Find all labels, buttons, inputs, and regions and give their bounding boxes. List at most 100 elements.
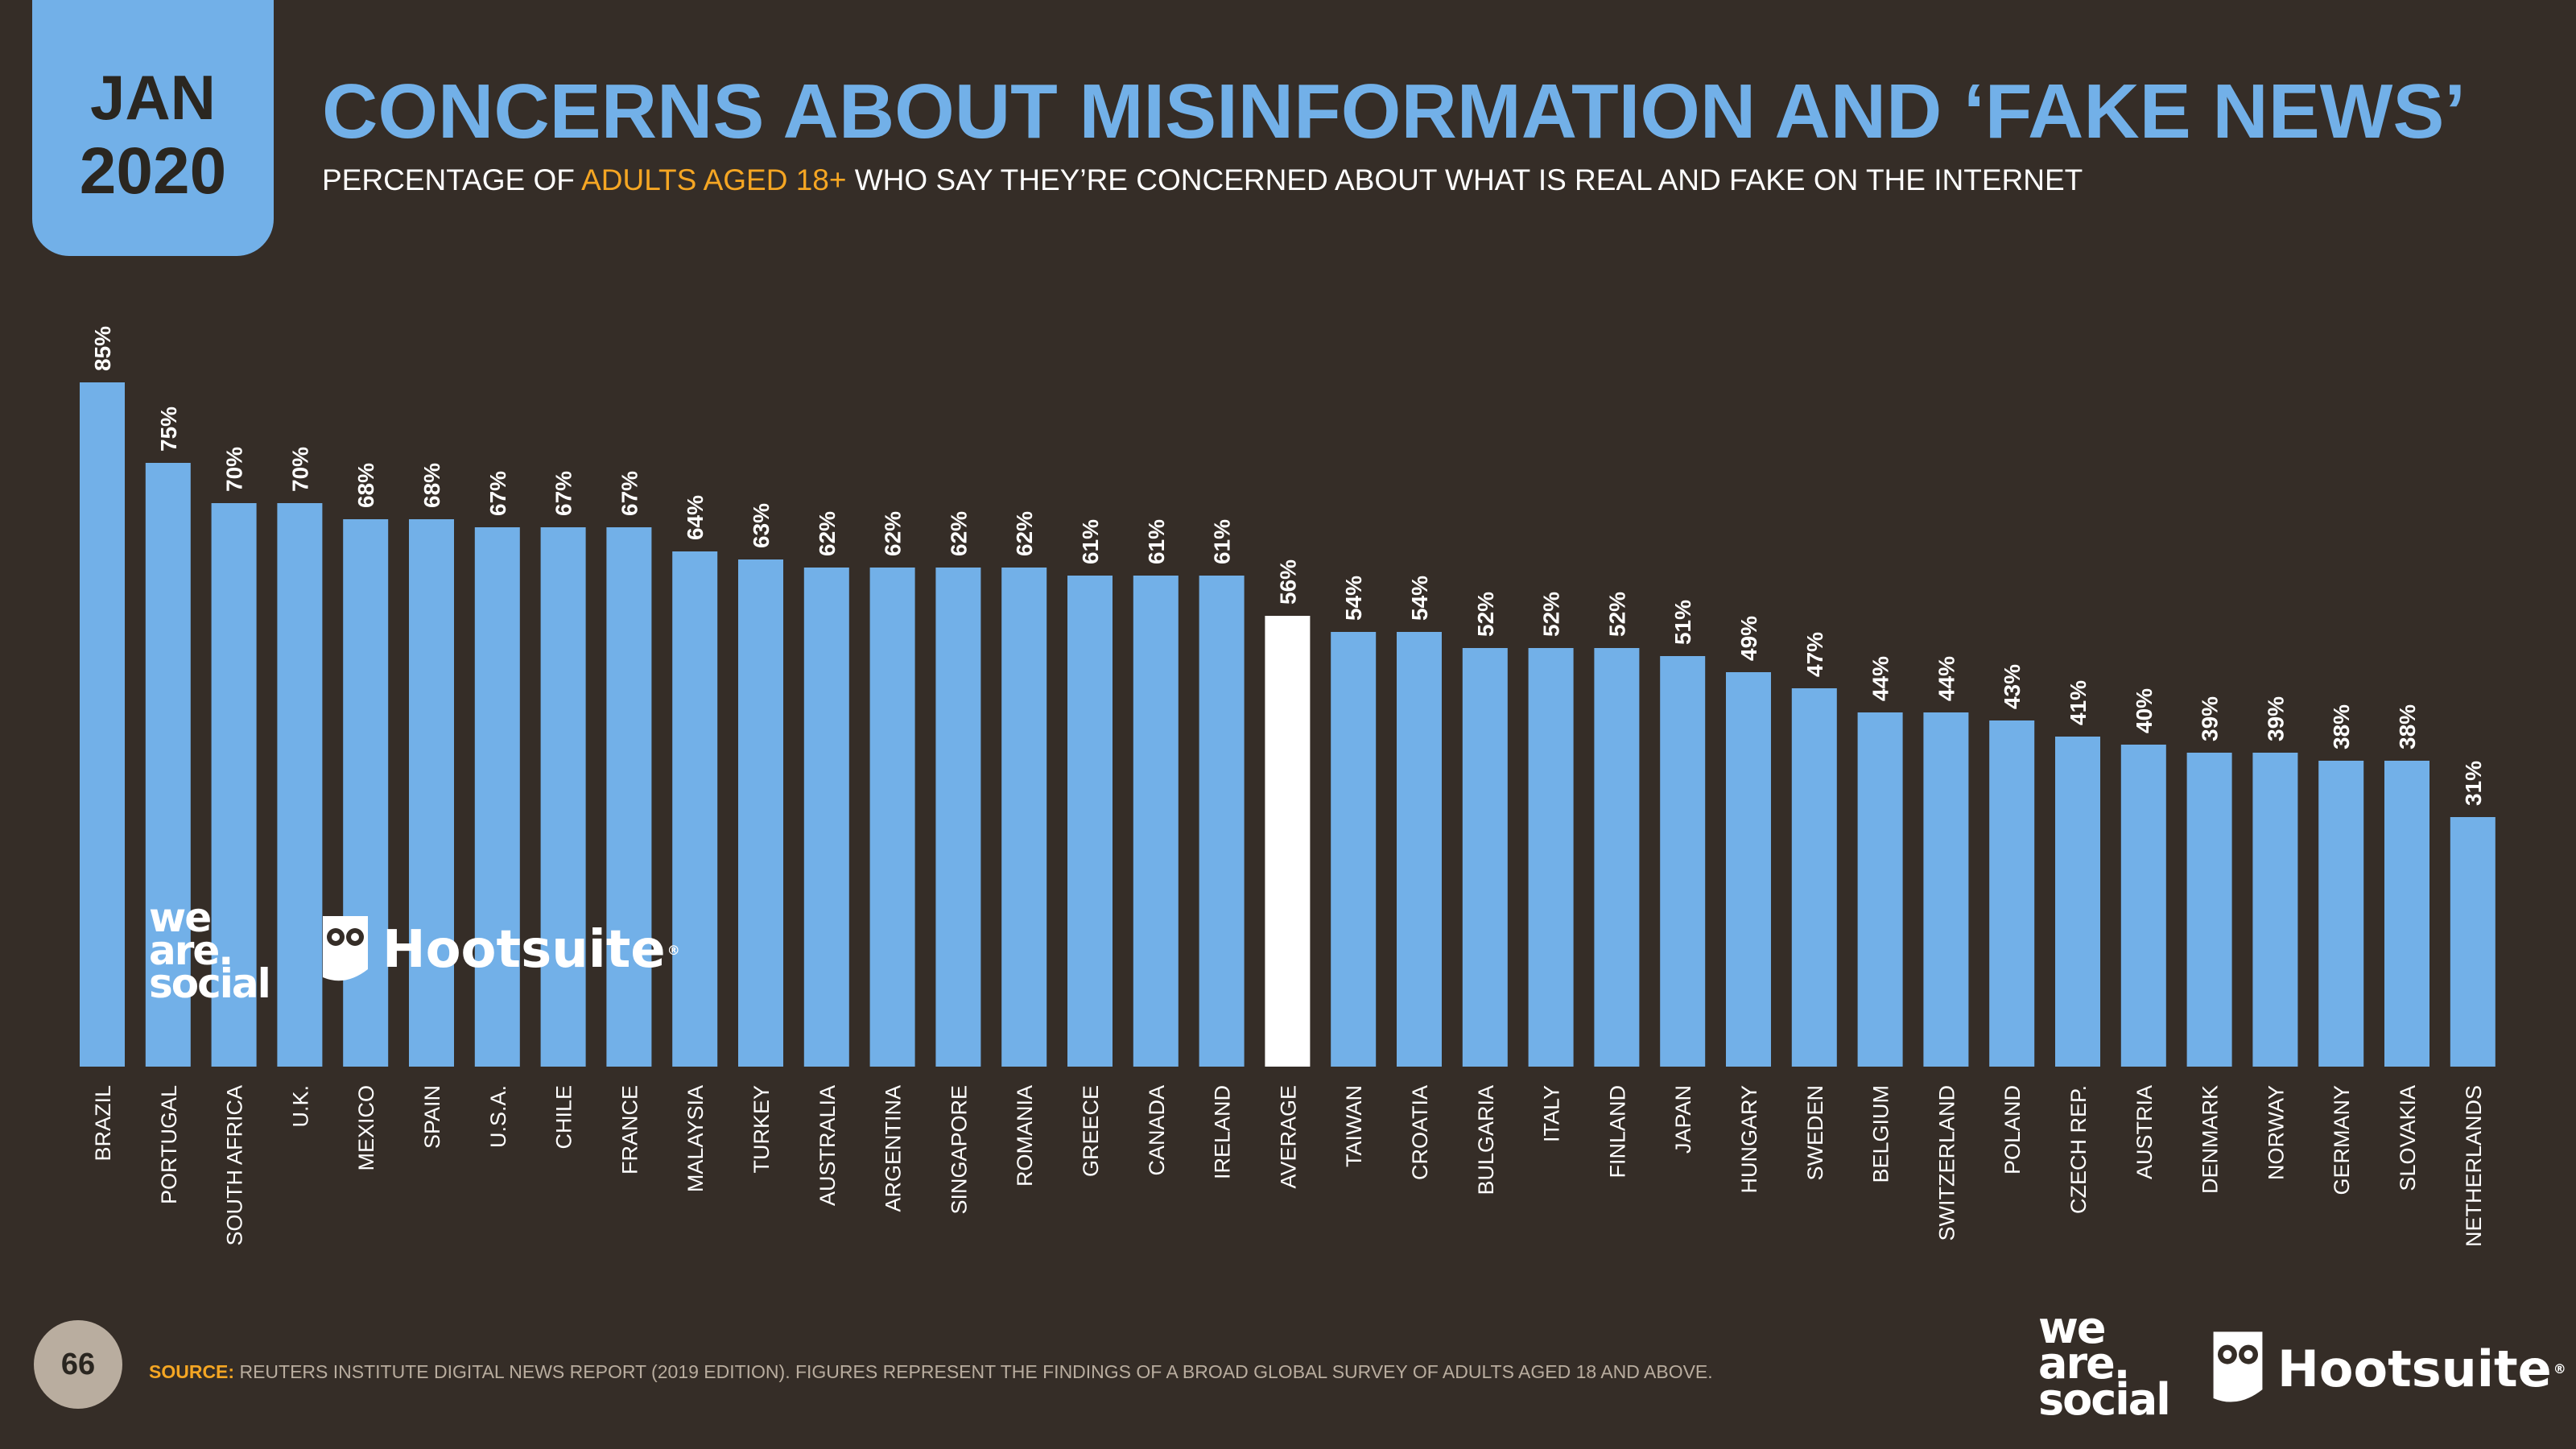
category-label-belgium: BELGIUM xyxy=(1869,1085,1893,1183)
wearesocial-line: we xyxy=(2038,1302,2107,1353)
bar-poland xyxy=(1989,720,2035,1067)
value-label-sweden: 47% xyxy=(1802,632,1827,677)
value-label-poland: 43% xyxy=(2000,664,2025,709)
bar-malaysia xyxy=(672,551,718,1067)
category-label-canada: CANADA xyxy=(1145,1085,1169,1176)
value-label-italy: 52% xyxy=(1539,592,1564,637)
bar-austria xyxy=(2120,745,2166,1067)
bar-average xyxy=(1265,616,1311,1067)
category-label-japan: JAPAN xyxy=(1671,1085,1695,1154)
value-label-austria: 40% xyxy=(2132,688,2157,733)
category-label-germany: GERMANY xyxy=(2330,1085,2354,1195)
bar-brazil xyxy=(80,382,125,1067)
bar-taiwan xyxy=(1331,632,1377,1067)
hootsuite-registered-mark: ® xyxy=(667,942,680,958)
value-label-portugal: 75% xyxy=(156,407,181,452)
bar-south-africa xyxy=(211,503,257,1067)
chart-logos: we are. social Hootsuite ® xyxy=(149,894,680,1007)
category-label-austria: AUSTRIA xyxy=(2132,1085,2157,1179)
subtitle-prefix: PERCENTAGE OF xyxy=(322,163,582,196)
category-label-france: FRANCE xyxy=(617,1085,642,1174)
page-title: CONCERNS ABOUT MISINFORMATION AND ‘FAKE … xyxy=(322,68,2467,155)
source-note: SOURCE: REUTERS INSTITUTE DIGITAL NEWS R… xyxy=(149,1360,1713,1384)
value-label-netherlands: 31% xyxy=(2461,761,2486,806)
source-text: REUTERS INSTITUTE DIGITAL NEWS REPORT (2… xyxy=(239,1361,1713,1382)
bar-germany xyxy=(2318,761,2364,1067)
wearesocial-line: social xyxy=(149,960,271,1007)
bar-spain xyxy=(409,519,454,1067)
bar-croatia xyxy=(1397,632,1442,1067)
value-label-canada: 61% xyxy=(1144,519,1169,564)
bar-hungary xyxy=(1726,672,1771,1067)
hootsuite-logo: Hootsuite ® xyxy=(320,913,680,987)
value-label-spain: 68% xyxy=(419,463,444,508)
value-label-u-k: 70% xyxy=(287,447,312,492)
wearesocial-line: are. xyxy=(2038,1338,2130,1389)
category-label-greece: GREECE xyxy=(1079,1085,1103,1177)
category-label-italy: ITALY xyxy=(1540,1085,1564,1142)
bar-norway xyxy=(2252,753,2298,1067)
category-label-spain: SPAIN xyxy=(420,1085,444,1149)
hootsuite-wordmark: Hootsuite xyxy=(2277,1339,2552,1398)
value-label-greece: 61% xyxy=(1078,519,1103,564)
category-label-u-s-a: U.S.A. xyxy=(486,1085,510,1148)
bar-france xyxy=(606,527,652,1067)
page-number: 66 xyxy=(34,1320,122,1409)
hootsuite-wordmark: Hootsuite xyxy=(382,920,666,980)
category-label-chile: CHILE xyxy=(552,1085,576,1150)
value-label-norway: 39% xyxy=(2263,696,2288,741)
value-label-ireland: 61% xyxy=(1210,519,1235,564)
category-label-u-k: U.K. xyxy=(288,1085,312,1128)
bar-portugal xyxy=(145,463,191,1067)
source-label: SOURCE: xyxy=(149,1361,235,1382)
subtitle-accent: ADULTS AGED 18+ xyxy=(581,163,847,196)
owl-icon xyxy=(323,916,368,981)
category-label-denmark: DENMARK xyxy=(2198,1085,2223,1194)
value-label-brazil: 85% xyxy=(90,326,115,371)
value-label-croatia: 54% xyxy=(1407,576,1432,621)
bar-romania xyxy=(1001,568,1047,1067)
date-month: JAN xyxy=(89,62,217,133)
bar-italy xyxy=(1528,648,1574,1067)
bar-greece xyxy=(1067,576,1113,1067)
value-label-romania: 62% xyxy=(1012,511,1037,556)
category-label-bulgaria: BULGARIA xyxy=(1474,1085,1498,1195)
value-label-argentina: 62% xyxy=(881,511,906,556)
value-label-bulgaria: 52% xyxy=(1473,592,1498,637)
value-label-hungary: 49% xyxy=(1736,616,1761,661)
footer-wearesocial-logo: we are. social xyxy=(2038,1302,2171,1421)
category-label-hungary: HUNGARY xyxy=(1737,1085,1761,1194)
value-label-mexico: 68% xyxy=(353,463,378,508)
bar-u-k xyxy=(277,503,323,1067)
value-label-average: 56% xyxy=(1275,559,1300,605)
bar-chile xyxy=(540,527,586,1067)
bar-belgium xyxy=(1857,712,1903,1067)
category-label-ireland: IRELAND xyxy=(1211,1085,1235,1179)
bar-sweden xyxy=(1791,688,1837,1067)
category-label-slovakia: SLOVAKIA xyxy=(2396,1085,2420,1191)
value-label-singapore: 62% xyxy=(946,511,971,556)
value-label-taiwan: 54% xyxy=(1341,576,1366,621)
date-badge: JAN 2020 xyxy=(32,0,274,256)
bar-slovakia xyxy=(2384,761,2429,1067)
category-label-netherlands: NETHERLANDS xyxy=(2462,1085,2486,1247)
footer-hootsuite-logo: Hootsuite ® xyxy=(2210,1328,2566,1409)
bar-japan xyxy=(1660,656,1706,1067)
value-label-germany: 38% xyxy=(2329,704,2354,749)
value-label-belgium: 44% xyxy=(1868,656,1893,701)
wearesocial-line: are. xyxy=(149,927,233,974)
value-label-denmark: 39% xyxy=(2198,696,2223,741)
bar-switzerland xyxy=(1923,712,1969,1067)
category-label-poland: POLAND xyxy=(2000,1085,2025,1174)
date-year: 2020 xyxy=(79,134,227,208)
bar-ireland xyxy=(1199,576,1245,1067)
category-label-brazil: BRAZIL xyxy=(91,1085,115,1162)
category-label-switzerland: SWITZERLAND xyxy=(1934,1085,1959,1241)
bar-turkey xyxy=(738,559,783,1067)
wearesocial-line: we xyxy=(149,894,212,941)
value-label-chile: 67% xyxy=(551,471,576,516)
category-label-singapore: SINGAPORE xyxy=(947,1085,971,1215)
wearesocial-logo: we are. social xyxy=(149,894,271,1007)
bar-netherlands xyxy=(2450,817,2496,1067)
